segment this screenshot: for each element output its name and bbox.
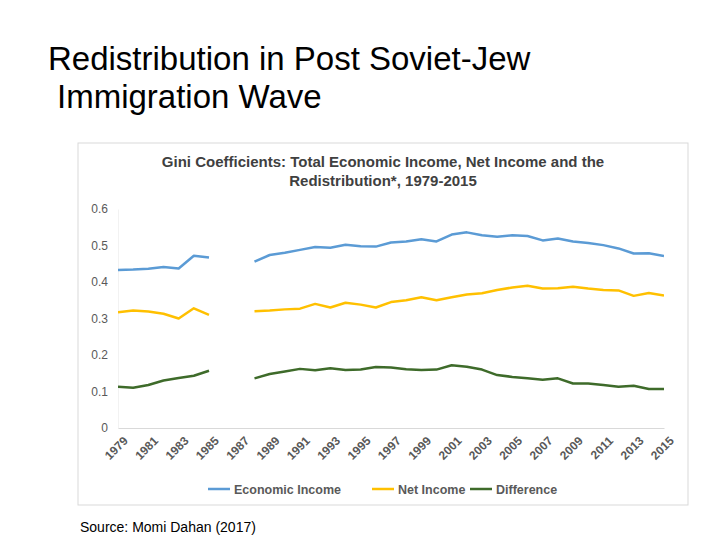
x-tick: 2011 <box>588 428 617 462</box>
y-tick-label: 0.6 <box>91 202 108 216</box>
chart-title: Redistribution*, 1979-2015 <box>289 172 477 189</box>
x-tick-label: 2009 <box>557 434 586 463</box>
x-tick-label: 1995 <box>345 434 374 463</box>
x-tick-label: 1991 <box>284 434 313 463</box>
x-tick-label: 1985 <box>193 434 222 463</box>
x-tick: 1985 <box>193 428 222 463</box>
y-tick: 0.1 <box>91 385 118 399</box>
x-tick-label: 1979 <box>102 434 131 463</box>
y-tick-label: 0.2 <box>91 348 108 362</box>
x-tick-label: 2007 <box>527 434 556 463</box>
slide-title: Redistribution in Post Soviet-Jew <box>48 40 531 77</box>
x-tick: 1979 <box>102 428 131 463</box>
x-tick: 1993 <box>314 428 343 463</box>
legend-label: Difference <box>496 483 557 497</box>
x-tick: 2013 <box>618 428 647 463</box>
y-tick: 0.3 <box>91 312 118 326</box>
chart-frame <box>78 143 688 505</box>
x-tick-label: 1981 <box>132 434 161 463</box>
x-tick-label: 1999 <box>405 434 434 463</box>
y-tick: 0 <box>101 421 118 435</box>
series-line <box>118 286 664 319</box>
x-tick-label: 1993 <box>314 434 343 463</box>
legend-swatch <box>208 488 230 491</box>
x-tick-label: 2011 <box>588 434 617 463</box>
y-tick-label: 0.4 <box>91 275 108 289</box>
x-tick-label: 2003 <box>466 434 495 463</box>
x-tick: 2015 <box>648 428 677 463</box>
x-tick: 1987 <box>223 428 252 463</box>
x-tick-label: 2013 <box>618 434 647 463</box>
y-tick-label: 0 <box>101 421 108 435</box>
x-tick: 1981 <box>132 428 161 463</box>
legend: Economic Income Net Income Difference <box>208 483 557 497</box>
legend-swatch <box>372 488 394 491</box>
x-tick: 2003 <box>466 428 495 463</box>
x-tick-label: 1983 <box>163 434 192 463</box>
plot-area <box>118 232 664 389</box>
source-note: Source: Momi Dahan (2017) <box>80 519 256 535</box>
x-tick: 1983 <box>163 428 192 463</box>
x-axis: 1979198119831985198719891991199319951997… <box>102 428 677 463</box>
x-tick: 2007 <box>527 428 556 463</box>
x-tick: 1995 <box>345 428 374 463</box>
slide-title: Immigration Wave <box>57 78 322 115</box>
x-tick: 2009 <box>557 428 586 463</box>
x-tick: 1991 <box>284 428 313 463</box>
x-tick-label: 2015 <box>648 434 677 463</box>
y-tick-label: 0.1 <box>91 385 108 399</box>
x-tick-label: 1987 <box>223 434 252 463</box>
legend-label: Economic Income <box>234 483 341 497</box>
y-tick: 0.4 <box>91 275 118 289</box>
x-axis-line <box>119 428 665 429</box>
y-tick-label: 0.3 <box>91 312 108 326</box>
x-tick: 1997 <box>375 428 404 463</box>
series-line <box>118 232 664 270</box>
legend-label: Net Income <box>398 483 465 497</box>
series-line <box>118 365 664 389</box>
x-tick: 1999 <box>405 428 434 463</box>
x-tick-label: 2005 <box>496 434 525 463</box>
y-tick: 0.6 <box>91 202 118 216</box>
x-tick: 1989 <box>254 428 283 463</box>
x-tick-label: 1997 <box>375 434 404 463</box>
y-axis: 0 0.1 0.2 0.3 0.4 0.5 0.6 <box>91 202 118 435</box>
legend-swatch <box>470 488 492 491</box>
chart-title: Gini Coefficients: Total Economic Income… <box>162 153 604 170</box>
x-tick-label: 2001 <box>436 434 465 463</box>
x-tick: 2005 <box>496 428 525 463</box>
x-tick-label: 1989 <box>254 434 283 463</box>
y-tick: 0.2 <box>91 348 118 362</box>
y-tick-label: 0.5 <box>91 239 108 253</box>
y-tick: 0.5 <box>91 239 118 253</box>
x-tick: 2001 <box>436 428 465 463</box>
slide: Redistribution in Post Soviet-JewImmigra… <box>0 0 720 540</box>
y-axis-line <box>118 210 119 429</box>
